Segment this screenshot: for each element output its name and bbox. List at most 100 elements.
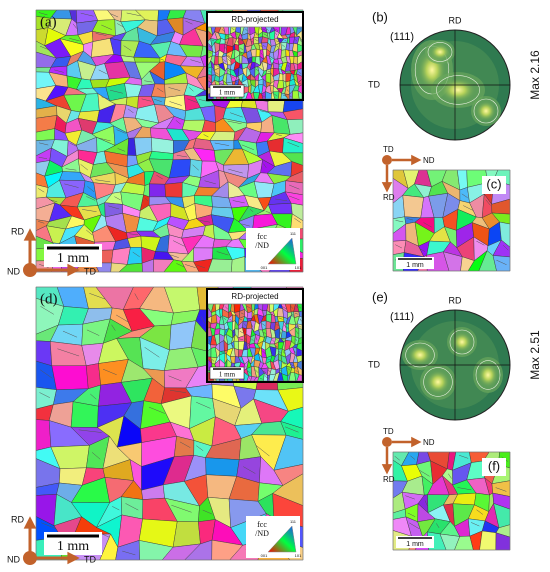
- twin-boundary: [242, 41, 246, 45]
- twin-boundary: [255, 445, 270, 457]
- twin-boundary: [272, 339, 275, 342]
- twin-boundary: [169, 101, 182, 106]
- twin-boundary: [286, 326, 289, 329]
- twin-boundary: [255, 68, 259, 72]
- legend-title: fcc: [257, 232, 267, 241]
- twin-boundary: [172, 240, 185, 247]
- twin-boundary: [284, 39, 287, 42]
- scale-bg: [44, 244, 102, 267]
- twin-boundary: [287, 142, 300, 148]
- twin-boundary: [457, 487, 472, 491]
- twin-boundary: [448, 473, 452, 479]
- twin-boundary: [86, 229, 93, 236]
- twin-boundary: [259, 377, 263, 380]
- twin-boundary: [38, 221, 45, 224]
- twin-boundary: [259, 110, 269, 113]
- twin-boundary: [458, 454, 469, 459]
- twin-boundary: [141, 98, 152, 102]
- twin-boundary: [259, 28, 263, 31]
- grain-map: [392, 169, 511, 272]
- twin-boundary: [111, 324, 116, 331]
- twin-boundary: [87, 186, 95, 193]
- nd-dot: [23, 551, 37, 565]
- inset-frame: [206, 11, 304, 101]
- twin-boundary: [241, 144, 255, 151]
- twin-boundary: [132, 251, 140, 258]
- legend-subtitle: /ND: [255, 529, 269, 538]
- twin-boundary: [284, 324, 287, 329]
- twin-boundary: [279, 331, 281, 335]
- twin-boundary: [260, 52, 264, 56]
- axis-label: RD: [449, 295, 462, 305]
- twin-boundary: [295, 338, 298, 342]
- twin-boundary: [208, 358, 212, 362]
- twin-boundary: [276, 338, 278, 341]
- twin-boundary: [259, 45, 263, 48]
- arrow-head: [23, 228, 37, 241]
- twin-boundary: [254, 38, 258, 42]
- plane-label: (111): [390, 31, 414, 43]
- panel-label: (f): [488, 458, 500, 473]
- twin-boundary: [295, 370, 299, 373]
- twin-boundary: [502, 244, 509, 251]
- twin-boundary: [298, 71, 302, 74]
- twin-boundary: [86, 196, 96, 201]
- grain: [35, 419, 52, 451]
- twin-boundary: [285, 426, 299, 433]
- twin-boundary: [39, 264, 49, 268]
- twin-boundary: [208, 70, 212, 73]
- grain: [111, 247, 131, 265]
- twin-boundary: [192, 164, 199, 171]
- arrow-head: [67, 551, 80, 565]
- ipf-triangle: [267, 237, 297, 265]
- grain: [268, 202, 293, 215]
- axis-label: RD: [383, 475, 395, 484]
- twin-boundary: [144, 80, 153, 83]
- twin-boundary: [296, 325, 299, 328]
- twin-boundary: [286, 71, 291, 73]
- grain: [277, 316, 285, 322]
- twin-boundary: [198, 99, 211, 103]
- twin-boundary: [39, 369, 53, 379]
- twin-boundary: [287, 64, 290, 68]
- twin-boundary: [80, 164, 88, 171]
- twin-boundary: [65, 168, 77, 171]
- twin-boundary: [160, 58, 165, 61]
- twin-boundary: [299, 39, 302, 43]
- twin-boundary: [232, 332, 235, 334]
- twin-boundary: [208, 76, 212, 80]
- twin-boundary: [156, 174, 163, 180]
- twin-boundary: [282, 306, 287, 310]
- legend-corner: 001: [261, 265, 268, 270]
- twin-boundary: [116, 314, 129, 323]
- grain: [253, 37, 259, 45]
- axis-label: TD: [84, 554, 96, 564]
- twin-boundary: [222, 59, 227, 62]
- twin-boundary: [243, 466, 256, 474]
- twin-boundary: [190, 59, 201, 63]
- twin-boundary: [470, 522, 480, 527]
- twin-boundary: [244, 343, 248, 347]
- twin-boundary: [187, 98, 198, 103]
- grain: [168, 159, 191, 179]
- twin-boundary: [290, 364, 294, 367]
- twin-boundary: [235, 314, 239, 317]
- twin-boundary: [276, 323, 280, 327]
- legend-corner: 101: [295, 553, 302, 558]
- max-label: Max 2.51: [528, 330, 542, 380]
- twin-boundary: [168, 87, 181, 91]
- inset-scale-label: 1 mm: [219, 371, 236, 379]
- twin-boundary: [89, 293, 107, 300]
- legend-corner: 111: [290, 519, 297, 524]
- arrow-head: [67, 263, 80, 277]
- twin-boundary: [144, 197, 149, 202]
- intensity-peak: [426, 370, 450, 394]
- twin-boundary: [37, 188, 45, 193]
- twin-boundary: [227, 58, 231, 62]
- twin-boundary: [264, 375, 267, 378]
- twin-boundary: [90, 393, 97, 400]
- grain: [209, 140, 235, 151]
- twin-boundary: [298, 27, 302, 30]
- twin-boundary: [235, 81, 238, 84]
- twin-boundary: [48, 199, 58, 203]
